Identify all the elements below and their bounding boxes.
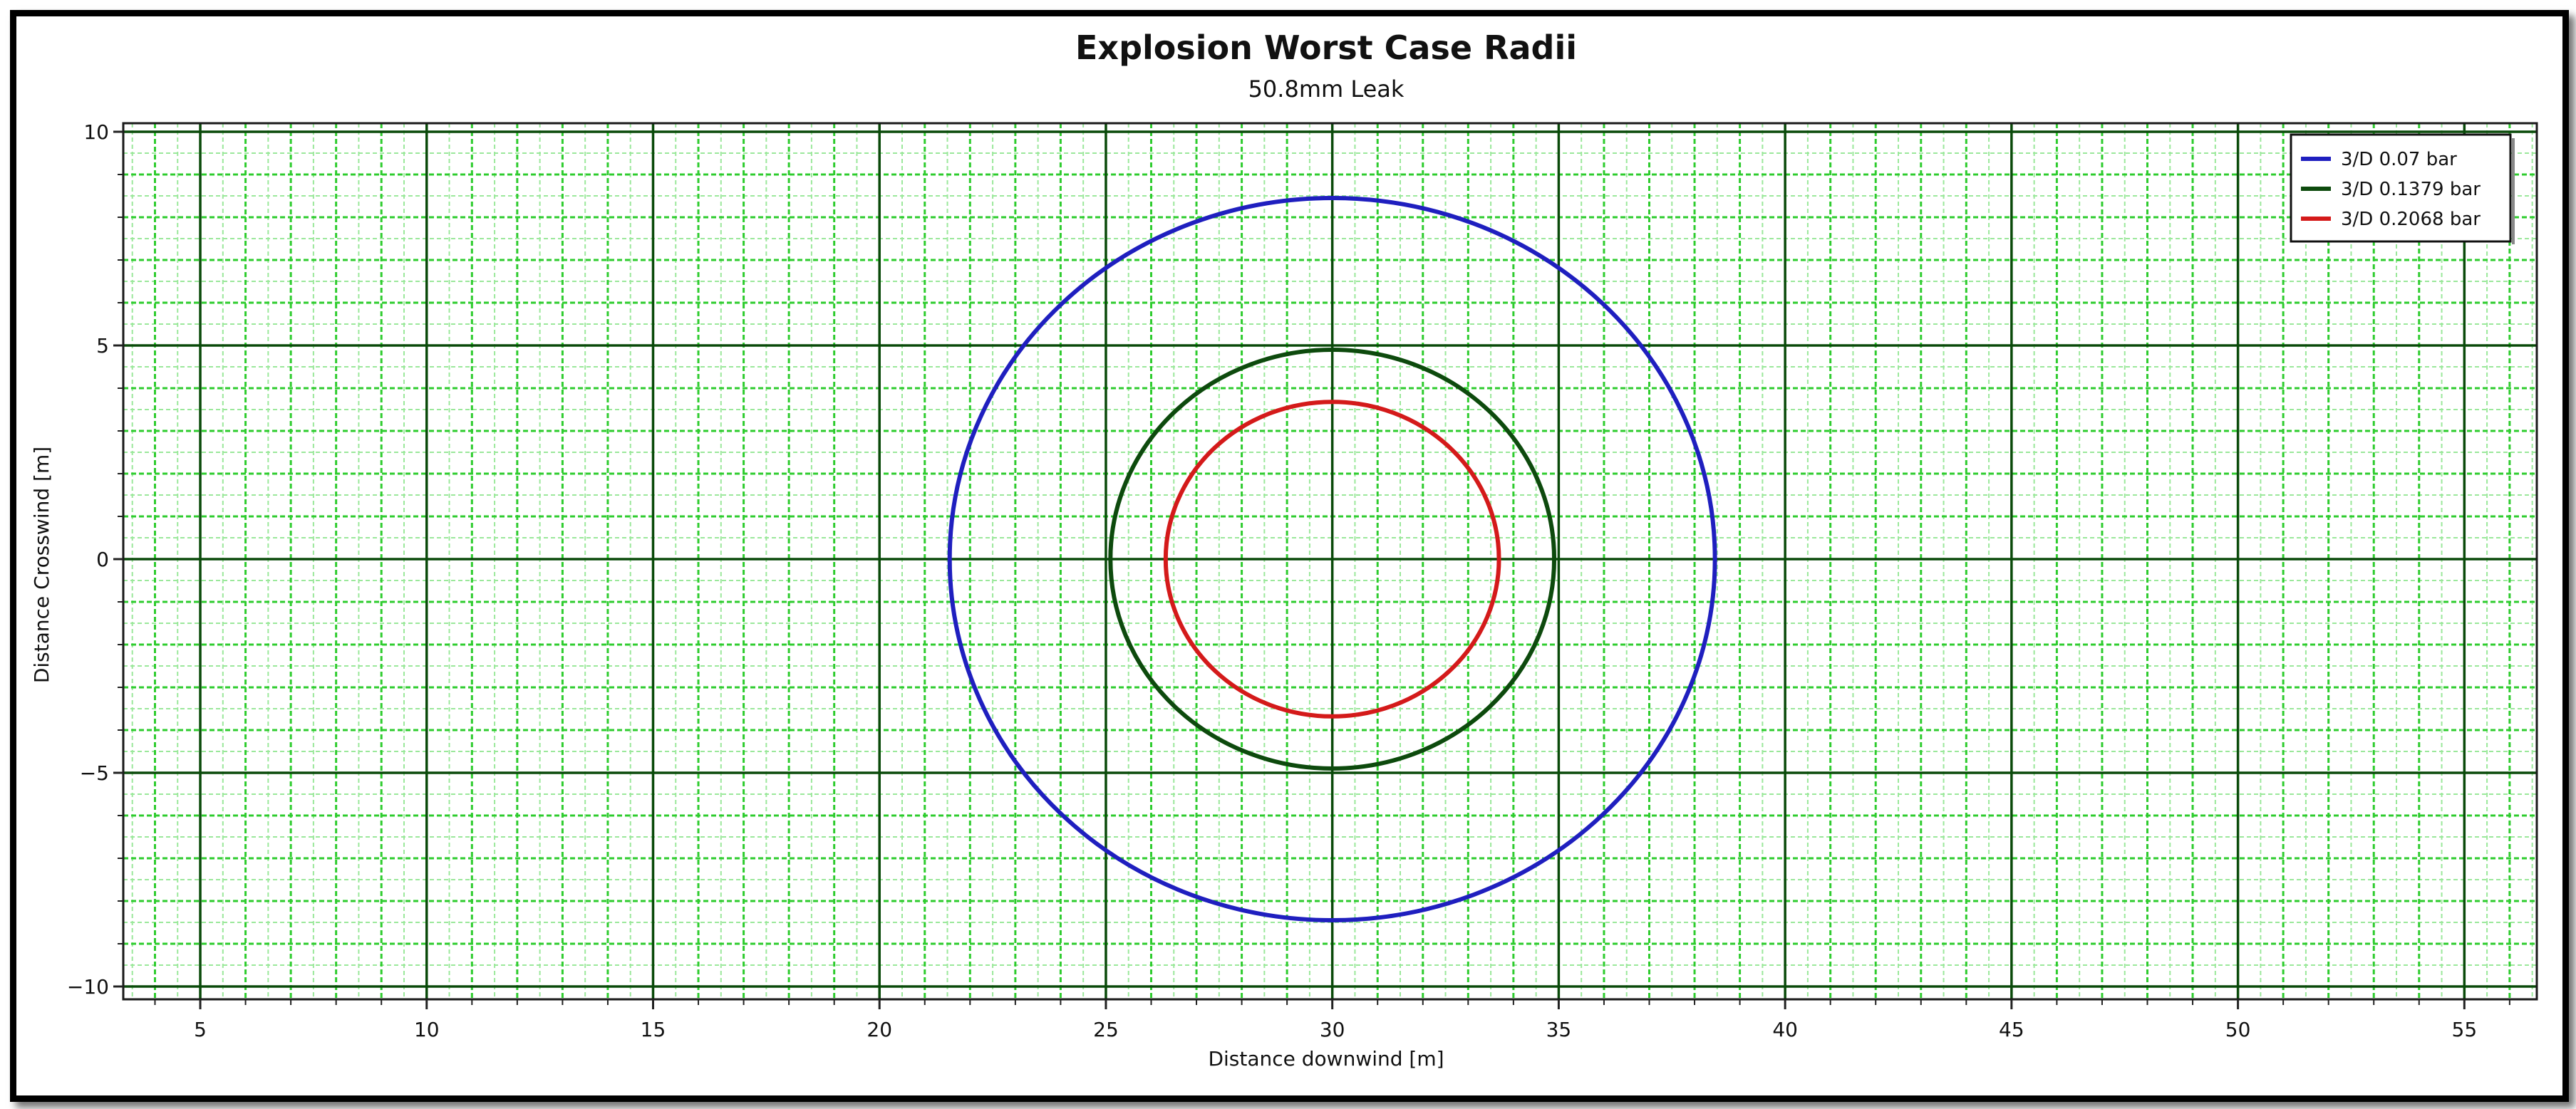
x-tick-label: 25 xyxy=(1093,1018,1119,1041)
x-tick-label: 10 xyxy=(414,1018,440,1041)
x-tick-label: 30 xyxy=(1320,1018,1345,1041)
grid xyxy=(123,123,2537,999)
y-tick-label: 5 xyxy=(96,334,109,358)
legend-box xyxy=(2290,133,2512,243)
x-tick-label: 15 xyxy=(641,1018,666,1041)
x-tick-label: 55 xyxy=(2452,1018,2478,1041)
legend: 3/D 0.07 bar 3/D 0.1379 bar 3/D 0.2068 bar xyxy=(2290,133,2515,244)
chart-title: Explosion Worst Case Radii xyxy=(1075,28,1577,67)
y-tick-label: −10 xyxy=(67,975,109,999)
y-tick-label: 10 xyxy=(83,120,109,144)
legend-label-3: 3/D 0.2068 bar xyxy=(2341,209,2481,230)
chart-frame: Explosion Worst Case Radii 50.8mm Leak 5… xyxy=(10,10,2569,1102)
x-tick-label: 40 xyxy=(1772,1018,1798,1041)
chart: Explosion Worst Case Radii 50.8mm Leak 5… xyxy=(30,28,2538,1071)
plot-area-border xyxy=(122,122,2538,1001)
x-tick-label: 35 xyxy=(1546,1018,1572,1041)
y-axis-label: Distance Crosswind [m] xyxy=(30,447,53,683)
x-tick-label: 5 xyxy=(194,1018,207,1041)
series-circle-1 xyxy=(947,196,1717,922)
x-tick-label: 20 xyxy=(867,1018,892,1041)
legend-label-2: 3/D 0.1379 bar xyxy=(2341,179,2481,200)
x-tick-label: 50 xyxy=(2225,1018,2251,1041)
series-layer xyxy=(947,196,1717,922)
x-axis-label: Distance downwind [m] xyxy=(1208,1047,1444,1071)
chart-subtitle: 50.8mm Leak xyxy=(1248,76,1405,103)
y-tick-label: −5 xyxy=(80,761,109,785)
series-circle-3 xyxy=(1163,400,1501,719)
y-tick-label: 0 xyxy=(96,548,109,571)
series-circle-2 xyxy=(1108,348,1557,771)
x-tick-label: 45 xyxy=(1999,1018,2024,1041)
legend-label-1: 3/D 0.07 bar xyxy=(2341,149,2457,170)
